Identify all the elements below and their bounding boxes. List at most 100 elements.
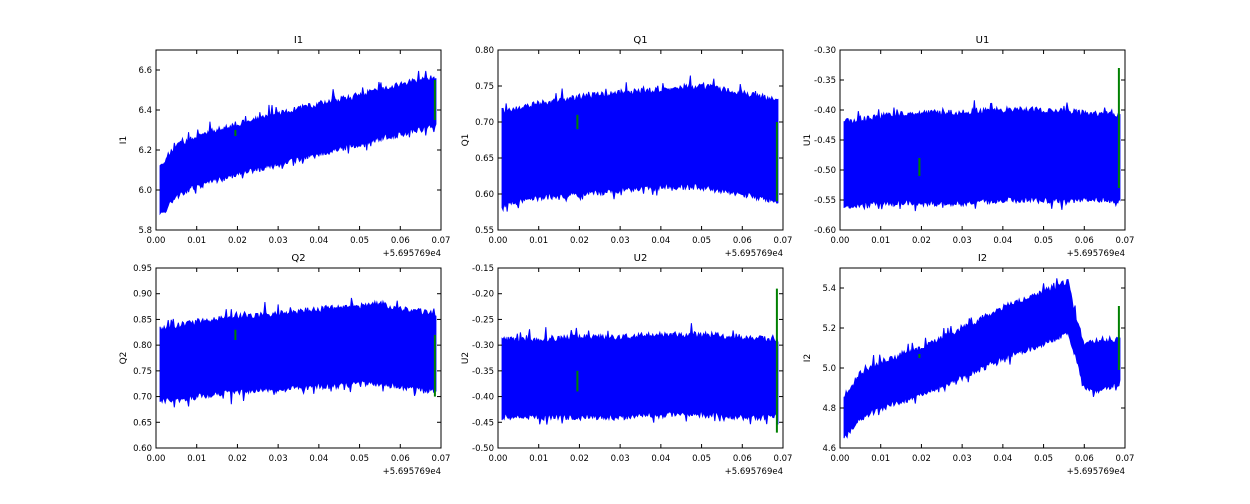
y-tick-label: -0.20 bbox=[472, 290, 494, 300]
y-tick-label: -0.35 bbox=[814, 76, 836, 86]
subplot-title: U1 bbox=[976, 35, 990, 46]
x-tick-label: 0.02 bbox=[912, 236, 931, 246]
x-offset-label: +5.695769e4 bbox=[725, 467, 783, 477]
y-tick-label: 5.4 bbox=[822, 284, 836, 294]
x-tick-label: 0.02 bbox=[228, 236, 247, 246]
x-tick-label: 0.00 bbox=[147, 454, 166, 464]
y-tick-label: -0.40 bbox=[814, 106, 836, 116]
x-tick-label: 0.06 bbox=[733, 236, 752, 246]
y-tick-label: -0.45 bbox=[814, 136, 836, 146]
y-tick-label: -0.30 bbox=[472, 341, 494, 351]
y-tick-label: -0.50 bbox=[814, 166, 836, 176]
axes-frame bbox=[497, 49, 784, 231]
x-tick-label: 0.05 bbox=[692, 454, 711, 464]
y-tick-label: 0.70 bbox=[475, 118, 494, 128]
x-tick-label: 0.05 bbox=[350, 236, 369, 246]
subplot-u1: 0.00 0.01 0.02 0.03 0.04 0.05 0.06 0.07 -0.60 -0.… bbox=[803, 35, 1134, 259]
x-tick-label: 0.04 bbox=[993, 454, 1012, 464]
axes-frame bbox=[155, 49, 442, 231]
subplot-u2: 0.00 0.01 0.02 0.03 0.04 0.05 0.06 0.07 -0.50 -0.… bbox=[461, 253, 792, 477]
x-offset-label: +5.695769e4 bbox=[1067, 249, 1125, 259]
axes-frame bbox=[155, 267, 442, 449]
y-tick-label: 5.8 bbox=[138, 226, 152, 236]
y-tick-label: 5.0 bbox=[822, 364, 836, 374]
x-tick-label: 0.03 bbox=[611, 454, 630, 464]
x-tick-label: 0.04 bbox=[651, 454, 670, 464]
x-tick-label: 0.06 bbox=[1075, 236, 1094, 246]
y-tick-label: -0.45 bbox=[472, 418, 494, 428]
y-axis-label: I1 bbox=[119, 136, 129, 144]
data-band bbox=[501, 75, 779, 213]
x-tick-label: 0.03 bbox=[953, 454, 972, 464]
x-offset-label: +5.695769e4 bbox=[383, 249, 441, 259]
x-tick-label: 0.04 bbox=[309, 454, 328, 464]
y-tick-label: 0.95 bbox=[133, 264, 152, 274]
y-tick-label: 0.90 bbox=[133, 290, 152, 300]
y-tick-label: 0.80 bbox=[133, 341, 152, 351]
x-tick-label: 0.05 bbox=[1034, 236, 1053, 246]
x-tick-label: 0.00 bbox=[489, 454, 508, 464]
axes-frame bbox=[497, 267, 784, 449]
x-tick-label: 0.03 bbox=[269, 236, 288, 246]
subplot-title: I2 bbox=[978, 253, 987, 264]
axes-frame bbox=[839, 267, 1126, 449]
x-tick-label: 0.01 bbox=[187, 454, 206, 464]
x-offset-label: +5.695769e4 bbox=[1067, 467, 1125, 477]
x-tick-label: 0.04 bbox=[309, 236, 328, 246]
x-tick-label: 0.07 bbox=[432, 454, 451, 464]
x-tick-label: 0.01 bbox=[529, 236, 548, 246]
x-tick-label: 0.06 bbox=[1075, 454, 1094, 464]
subplot-title: U2 bbox=[634, 253, 648, 264]
x-tick-label: 0.05 bbox=[1034, 454, 1053, 464]
y-tick-label: 5.2 bbox=[822, 324, 836, 334]
x-tick-label: 0.01 bbox=[871, 236, 890, 246]
x-tick-label: 0.02 bbox=[570, 236, 589, 246]
data-band bbox=[501, 323, 779, 425]
subplot-title: I1 bbox=[294, 35, 303, 46]
subplot-q1: 0.00 0.01 0.02 0.03 0.04 0.05 0.06 0.07 0.55 0.60… bbox=[461, 35, 792, 259]
x-offset-label: +5.695769e4 bbox=[725, 249, 783, 259]
subplot-title: Q2 bbox=[291, 253, 305, 264]
y-tick-label: 4.8 bbox=[822, 404, 836, 414]
y-axis-label: U1 bbox=[803, 134, 813, 146]
x-tick-label: 0.06 bbox=[733, 454, 752, 464]
y-tick-label: 0.85 bbox=[133, 315, 152, 325]
x-tick-label: 0.07 bbox=[1116, 454, 1135, 464]
y-tick-label: -0.15 bbox=[472, 264, 494, 274]
y-tick-label: -0.40 bbox=[472, 393, 494, 403]
y-tick-label: -0.35 bbox=[472, 367, 494, 377]
y-tick-label: 0.60 bbox=[133, 444, 152, 454]
y-tick-label: 0.75 bbox=[133, 367, 152, 377]
y-tick-label: 6.0 bbox=[138, 186, 152, 196]
y-tick-label: 0.60 bbox=[475, 190, 494, 200]
x-tick-label: 0.00 bbox=[831, 236, 850, 246]
y-tick-label: 0.70 bbox=[133, 393, 152, 403]
x-tick-label: 0.07 bbox=[774, 454, 793, 464]
y-axis-label: I2 bbox=[803, 354, 813, 362]
x-tick-label: 0.07 bbox=[1116, 236, 1135, 246]
y-tick-label: 0.65 bbox=[133, 418, 152, 428]
subplot-title: Q1 bbox=[633, 35, 647, 46]
y-axis-label: U2 bbox=[461, 352, 471, 364]
data-band bbox=[159, 297, 437, 408]
y-tick-label: -0.55 bbox=[814, 196, 836, 206]
x-tick-label: 0.02 bbox=[228, 454, 247, 464]
x-tick-label: 0.02 bbox=[570, 454, 589, 464]
y-tick-label: 4.6 bbox=[822, 444, 836, 454]
y-axis-label: Q2 bbox=[119, 352, 129, 365]
y-tick-label: 0.75 bbox=[475, 82, 494, 92]
x-tick-label: 0.04 bbox=[651, 236, 670, 246]
x-tick-label: 0.03 bbox=[953, 236, 972, 246]
subplot-i2: 0.00 0.01 0.02 0.03 0.04 0.05 0.06 0.07 4.6 4.8 5.… bbox=[803, 253, 1134, 477]
subplot-i1: 0.00 0.01 0.02 0.03 0.04 0.05 0.06 0.07 5.8 6.0 6.… bbox=[119, 35, 450, 259]
y-tick-label: 6.6 bbox=[138, 66, 152, 76]
x-tick-label: 0.02 bbox=[912, 454, 931, 464]
x-tick-label: 0.01 bbox=[529, 454, 548, 464]
x-tick-label: 0.00 bbox=[831, 454, 850, 464]
x-tick-label: 0.00 bbox=[489, 236, 508, 246]
y-tick-label: 6.2 bbox=[138, 146, 152, 156]
y-tick-label: -0.50 bbox=[472, 444, 494, 454]
subplot-q2: 0.00 0.01 0.02 0.03 0.04 0.05 0.06 0.07 0.60 0.65… bbox=[119, 253, 450, 477]
y-tick-label: 0.55 bbox=[475, 226, 494, 236]
y-tick-label: 0.65 bbox=[475, 154, 494, 164]
